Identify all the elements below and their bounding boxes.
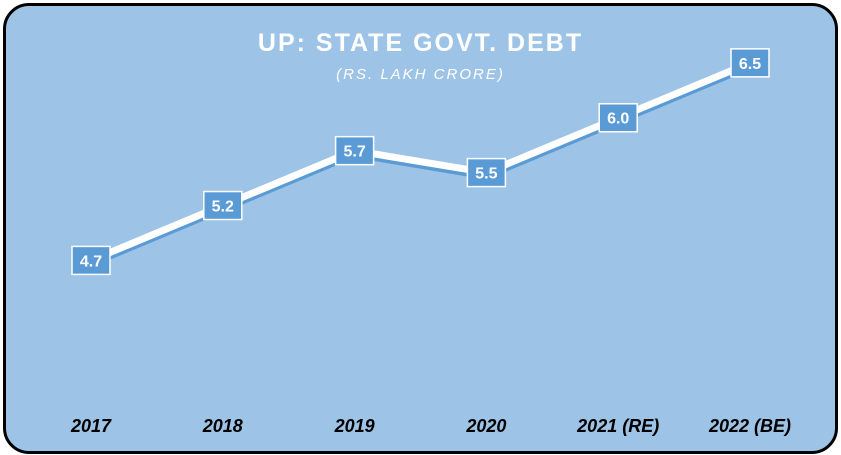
chart-frame: UP: STATE GOVT. DEBT (RS. LAKH CRORE)	[3, 3, 838, 454]
data-label-box	[334, 135, 375, 166]
x-tick-label: 2019	[334, 416, 375, 436]
data-label-box	[598, 102, 638, 133]
x-tick-label: 2021 (RE)	[576, 416, 659, 436]
data-label-box	[730, 48, 770, 78]
data-label-box	[203, 190, 243, 221]
x-tick-label: 2017	[70, 416, 112, 436]
data-label: 4.7	[80, 253, 102, 270]
data-label-box	[71, 245, 111, 276]
series-line-shadow	[88, 63, 753, 268]
series-line	[87, 59, 754, 264]
x-tick-label: 2018	[202, 416, 243, 436]
data-label: 6.5	[739, 56, 761, 73]
data-label: 6.0	[607, 111, 629, 128]
data-label-box	[466, 157, 507, 188]
x-tick-label: 2022 (BE)	[708, 416, 791, 436]
data-label: 5.7	[343, 144, 365, 161]
chart-title: UP: STATE GOVT. DEBT	[257, 29, 584, 57]
x-tick-label: 2020	[465, 416, 506, 436]
data-label: 5.2	[212, 199, 234, 216]
data-label: 5.5	[475, 166, 497, 183]
chart-subtitle: (RS. LAKH CRORE)	[336, 66, 505, 83]
